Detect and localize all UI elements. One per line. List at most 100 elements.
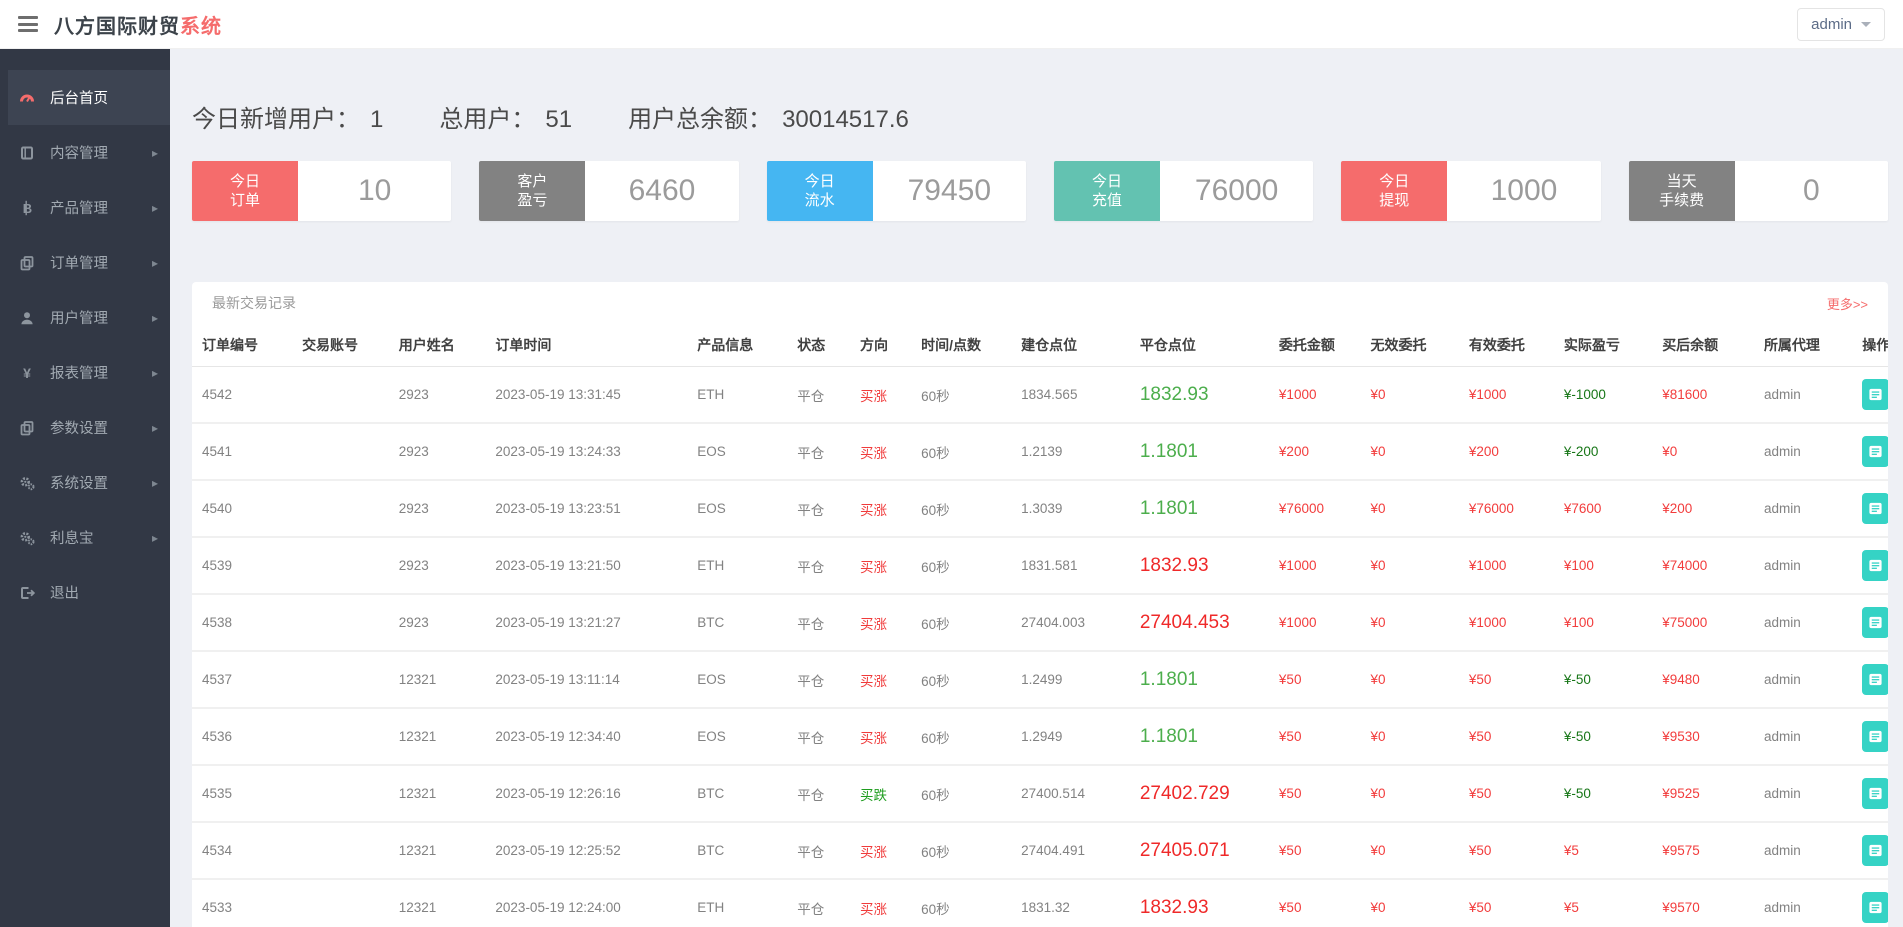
panel-header: 最新交易记录 更多>> (192, 282, 1888, 324)
cell-period: 60秒 (911, 537, 1012, 595)
cell-status: 平仓 (787, 651, 851, 709)
cell-direction: 买涨 (850, 708, 912, 766)
stat-card-label: 客户 盈亏 (479, 161, 586, 221)
cell-trade-account (292, 594, 389, 652)
sidebar-item-label: 内容管理 (50, 146, 108, 162)
list-alt-icon (1869, 730, 1882, 743)
table-row: 4533 12321 2023-05-19 12:24:00 ETH 平仓 买涨… (192, 879, 1888, 927)
order-detail-button[interactable] (1862, 721, 1888, 752)
sidebar-item[interactable]: 内容管理 ▸ (0, 125, 170, 180)
sidebar-item-label: 用户管理 (50, 311, 108, 327)
sidebar-item[interactable]: 利息宝 ▸ (0, 510, 170, 565)
summary-stats-row: 今日新增用户： 1 总用户： 51 用户总余额： 30014517.6 (192, 99, 1888, 134)
app-title-main: 八方国际财贸 (54, 15, 180, 38)
cell-balance-after: ¥81600 (1652, 366, 1754, 424)
cell-direction: 买涨 (850, 480, 912, 538)
cell-action (1852, 537, 1888, 595)
stat-item: 今日新增用户： 1 (192, 99, 383, 134)
cell-direction: 买涨 (850, 594, 912, 652)
cell-direction: 买跌 (850, 765, 912, 823)
table-row: 4535 12321 2023-05-19 12:26:16 BTC 平仓 买跌… (192, 765, 1888, 823)
order-detail-button[interactable] (1862, 379, 1888, 410)
stat-card-label: 今日 提现 (1341, 161, 1448, 221)
cell-trade-account (292, 651, 389, 709)
column-header: 委托金额 (1268, 324, 1361, 367)
cell-direction: 买涨 (850, 822, 912, 880)
sidebar-item[interactable]: 用户管理 ▸ (0, 290, 170, 345)
cell-balance-after: ¥74000 (1652, 537, 1754, 595)
more-link[interactable]: 更多>> (1826, 296, 1868, 312)
cell-invalid-entrust: ¥0 (1360, 822, 1459, 880)
table-row: 4537 12321 2023-05-19 13:11:14 EOS 平仓 买涨… (192, 651, 1888, 709)
cell-close-price: 1.1801 (1129, 480, 1269, 538)
order-detail-button[interactable] (1862, 778, 1888, 809)
cell-order-no: 4539 (192, 537, 293, 595)
recent-trades-panel: 最新交易记录 更多>> 订单编号 交易账号 用户姓名 订单时间 产品信息 状态 方向 时间/点… (192, 282, 1888, 927)
cell-order-time: 2023-05-19 12:34:40 (485, 708, 688, 766)
cell-balance-after: ¥75000 (1652, 594, 1754, 652)
cell-close-price: 27405.071 (1129, 822, 1269, 880)
list-alt-icon (1869, 559, 1882, 572)
cell-actual-profit: ¥-50 (1553, 765, 1653, 823)
cell-order-time: 2023-05-19 13:21:27 (485, 594, 688, 652)
column-header: 所属代理 (1753, 324, 1853, 367)
column-header: 无效委托 (1360, 324, 1459, 367)
table-row: 4541 2923 2023-05-19 13:24:33 EOS 平仓 买涨 … (192, 423, 1888, 481)
order-detail-button[interactable] (1862, 493, 1888, 524)
cell-valid-entrust: ¥50 (1458, 765, 1554, 823)
menu-icon[interactable] (18, 16, 38, 32)
cell-actual-profit: ¥-1000 (1553, 366, 1653, 424)
sidebar-item[interactable]: 退出 (0, 565, 170, 620)
sidebar-item[interactable]: 订单管理 ▸ (0, 235, 170, 290)
stat-label: 今日新增用户： (192, 106, 360, 133)
cell-open-price: 1831.581 (1011, 537, 1130, 595)
order-detail-button[interactable] (1862, 607, 1888, 638)
column-header: 用户姓名 (388, 324, 486, 367)
sidebar-item[interactable]: B 产品管理 ▸ (0, 180, 170, 235)
order-detail-button[interactable] (1862, 664, 1888, 695)
stat-cards-row: 今日 订单 10 客户 盈亏 6460 今日 流水 79450 今日 充值 76… (192, 161, 1888, 221)
stat-card-value: 10 (357, 174, 392, 207)
cell-trade-account (292, 423, 389, 481)
cell-agent: admin (1753, 366, 1853, 424)
cell-username: 2923 (388, 480, 486, 538)
cell-agent: admin (1753, 423, 1853, 481)
column-header: 建仓点位 (1011, 324, 1130, 367)
cell-order-no: 4537 (192, 651, 293, 709)
svg-text:B: B (23, 200, 32, 215)
order-detail-button[interactable] (1862, 835, 1888, 866)
cell-order-no: 4542 (192, 366, 293, 424)
cell-status: 平仓 (787, 708, 851, 766)
cell-open-price: 1.2139 (1011, 423, 1130, 481)
cell-valid-entrust: ¥200 (1458, 423, 1554, 481)
sidebar-item[interactable]: 系统设置 ▸ (0, 455, 170, 510)
stat-card: 当天 手续费 0 (1628, 161, 1888, 221)
order-detail-button[interactable] (1862, 892, 1888, 923)
cell-product: EOS (687, 480, 788, 538)
stat-card: 今日 流水 79450 (766, 161, 1026, 221)
user-menu-dropdown[interactable]: admin (1797, 7, 1885, 41)
cell-actual-profit: ¥-50 (1553, 651, 1653, 709)
cell-close-price: 1832.93 (1129, 537, 1269, 595)
cell-order-no: 4541 (192, 423, 293, 481)
cell-action (1852, 708, 1888, 766)
cell-valid-entrust: ¥50 (1458, 822, 1554, 880)
cell-trade-account (292, 537, 389, 595)
stat-card-label: 当天 手续费 (1628, 161, 1735, 221)
cell-open-price: 1.3039 (1011, 480, 1130, 538)
cell-action (1852, 822, 1888, 880)
cell-entrust-amount: ¥1000 (1268, 537, 1361, 595)
cell-trade-account (292, 366, 389, 424)
list-alt-icon (1869, 445, 1882, 458)
cell-period: 60秒 (911, 480, 1012, 538)
order-detail-button[interactable] (1862, 550, 1888, 581)
sidebar-item[interactable]: 后台首页 (0, 70, 170, 125)
cell-trade-account (292, 765, 389, 823)
cell-invalid-entrust: ¥0 (1360, 594, 1459, 652)
sidebar-item[interactable]: ¥ 报表管理 ▸ (0, 345, 170, 400)
cell-open-price: 1831.32 (1021, 900, 1070, 915)
stat-label: 用户总余额： (628, 106, 773, 133)
order-detail-button[interactable] (1862, 436, 1888, 467)
sidebar-item[interactable]: 参数设置 ▸ (0, 400, 170, 455)
cell-balance-after: ¥0 (1652, 423, 1754, 481)
